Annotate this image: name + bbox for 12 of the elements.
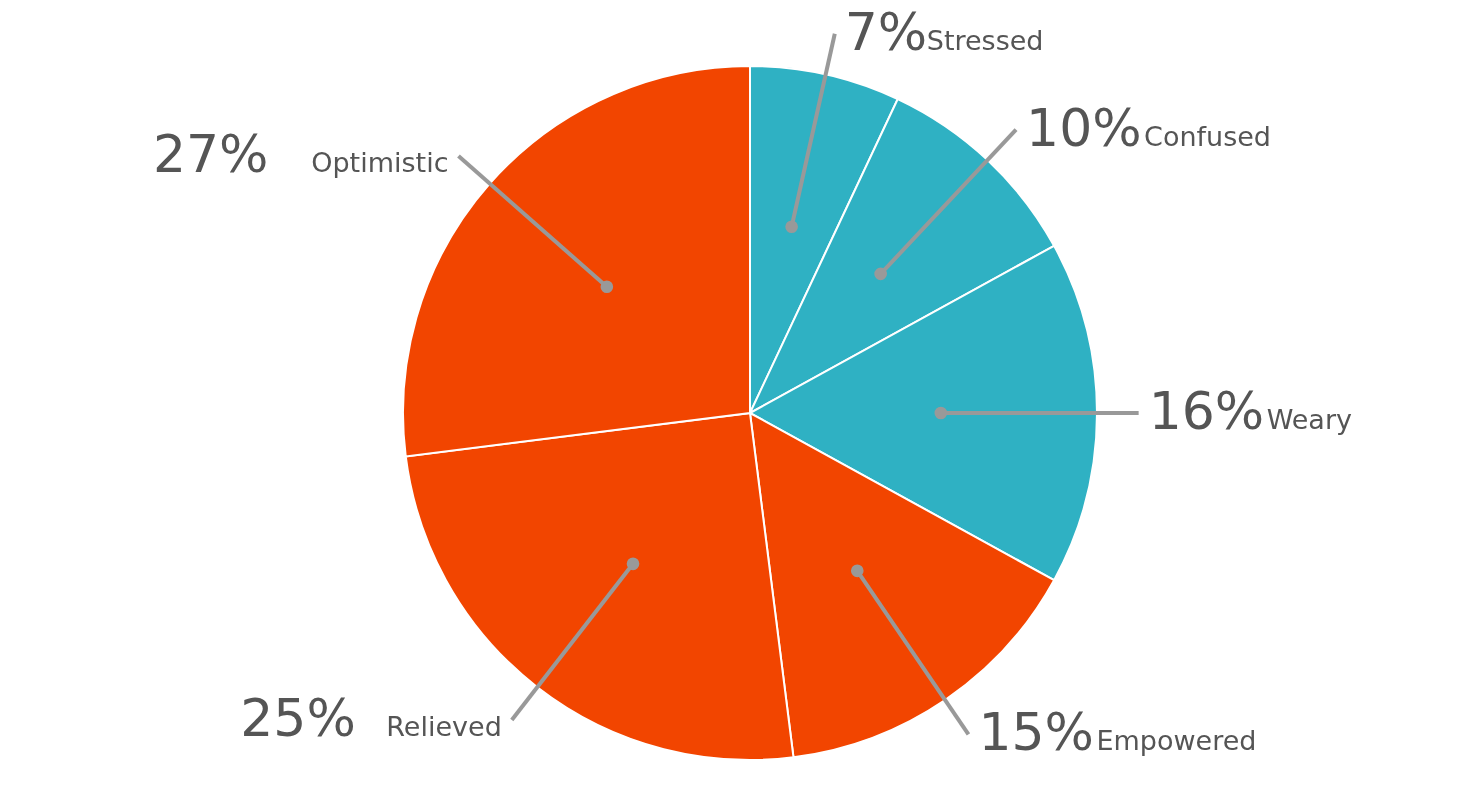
data-label: 15%	[978, 702, 1095, 763]
slice-label: Optimistic	[311, 146, 449, 178]
slice-label: Empowered	[1096, 725, 1257, 757]
slice-label: Confused	[1144, 120, 1271, 152]
data-label: 16%	[1148, 381, 1265, 441]
slice-label: Stressed	[926, 24, 1044, 56]
data-label: 27%	[152, 123, 269, 184]
data-label: 25%	[240, 688, 356, 749]
data-label: 10%	[1026, 97, 1142, 158]
data-label: 7%	[844, 1, 928, 62]
slice-label: Relieved	[386, 711, 502, 743]
slice-label: Weary	[1266, 404, 1353, 435]
